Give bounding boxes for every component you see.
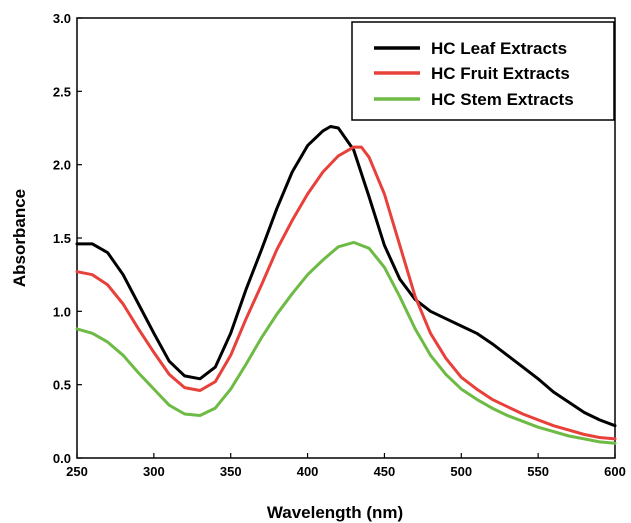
x-tick-label: 450 <box>374 464 396 479</box>
y-tick-label: 0.0 <box>53 451 71 466</box>
y-tick-label: 2.5 <box>53 84 71 99</box>
x-tick-label: 550 <box>527 464 549 479</box>
x-tick-label: 300 <box>143 464 165 479</box>
legend-label-stem: HC Stem Extracts <box>431 90 574 109</box>
y-tick-label: 3.0 <box>53 11 71 26</box>
series-line-leaf <box>75 125 617 428</box>
tick-marks <box>76 17 616 459</box>
x-tick-label: 400 <box>297 464 319 479</box>
y-tick-label: 1.0 <box>53 304 71 319</box>
y-tick-labels: 0.0 0.5 1.0 1.5 2.0 2.5 3.0 <box>53 11 71 466</box>
x-tick-label: 350 <box>220 464 242 479</box>
y-axis-title: Absorbance <box>10 189 29 287</box>
y-tick-label: 2.0 <box>53 158 71 173</box>
legend: HC Leaf Extracts HC Fruit Extracts HC St… <box>351 21 615 121</box>
y-tick-label: 1.5 <box>53 231 71 246</box>
x-tick-label: 250 <box>66 464 88 479</box>
x-tick-label: 600 <box>604 464 626 479</box>
x-axis-title: Wavelength (nm) <box>267 503 403 522</box>
series-line-stem <box>75 240 617 445</box>
y-tick-label: 0.5 <box>53 378 71 393</box>
legend-box <box>351 21 615 121</box>
legend-label-fruit: HC Fruit Extracts <box>431 64 570 83</box>
x-tick-labels: 250 300 350 400 450 500 550 600 <box>66 464 626 479</box>
x-tick-label: 500 <box>450 464 472 479</box>
series-lines <box>75 125 617 445</box>
series-line-fruit <box>75 145 617 441</box>
legend-label-leaf: HC Leaf Extracts <box>431 39 567 58</box>
